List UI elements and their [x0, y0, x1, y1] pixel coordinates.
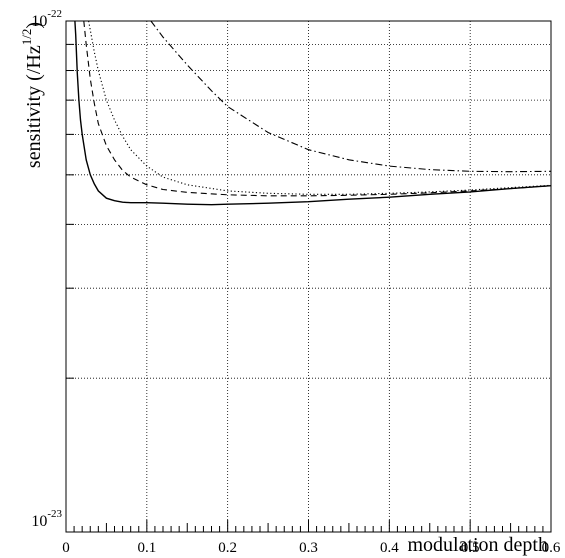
- x-tick-label: 0.4: [380, 540, 399, 556]
- x-axis-label: modulation depth: [407, 534, 548, 556]
- series-lines: [74, 20, 552, 206]
- x-tick-label: 0.3: [299, 540, 318, 556]
- series-line-dotted: [88, 20, 552, 195]
- axis-ticks: [65, 20, 552, 533]
- series-line-dashdot: [150, 20, 552, 173]
- y-axis-label: sensitivity (/Hz1/2): [19, 22, 45, 168]
- y-tick-label-top: 10-22: [31, 8, 62, 30]
- y-tick-label-bottom: 10-23: [31, 508, 62, 530]
- x-tick-label: 0.1: [137, 540, 156, 556]
- x-tick-label: 0.5: [461, 540, 480, 556]
- x-tick-label: 0: [62, 540, 70, 556]
- x-tick-label: 0.2: [218, 540, 237, 556]
- x-tick-labels: 0 0.1 0.2 0.3 0.4 0.5 0.6: [62, 540, 561, 556]
- series-line-dashed: [83, 20, 552, 197]
- grid: [66, 21, 551, 532]
- x-tick-label: 0.6: [542, 540, 561, 556]
- series-line-solid: [74, 20, 552, 206]
